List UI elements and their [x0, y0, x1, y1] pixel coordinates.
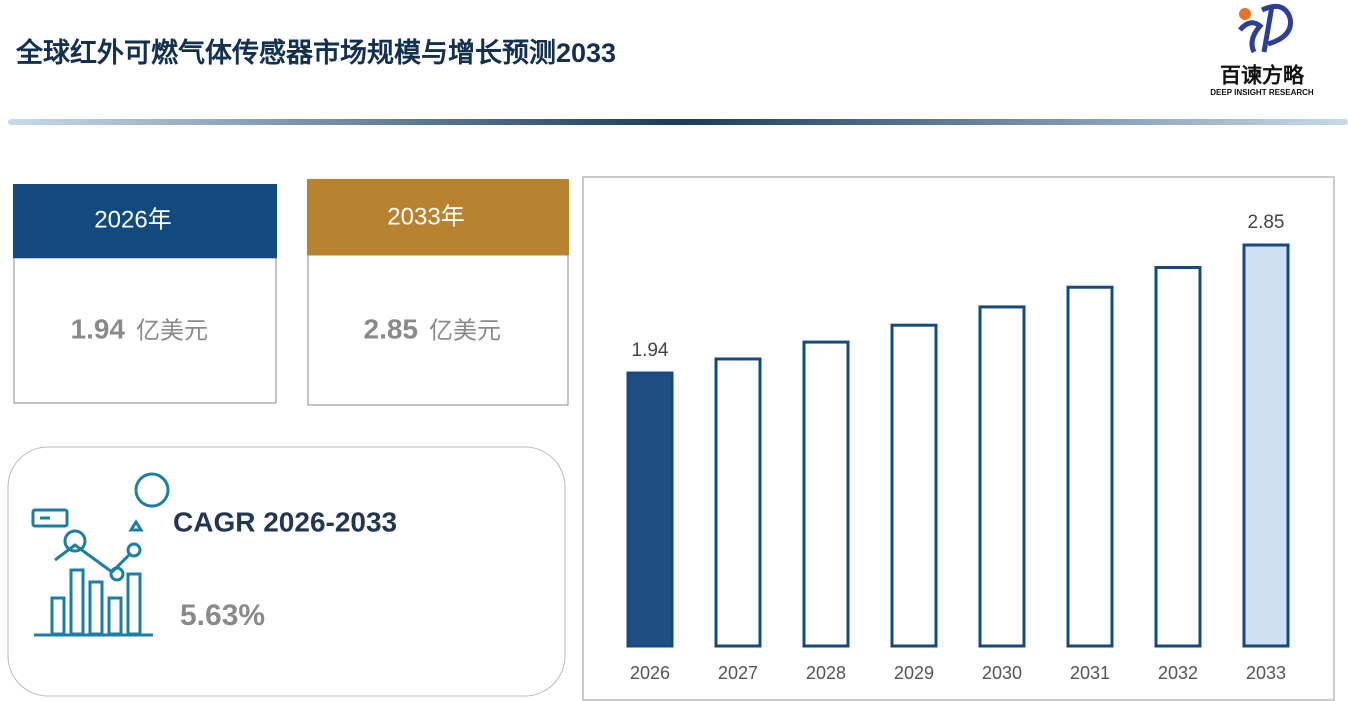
x-tick-label: 2026	[630, 663, 670, 683]
cagr-value: 5.63%	[180, 599, 265, 632]
card-value: 2.85	[364, 313, 419, 344]
card-label: 2026年	[94, 206, 171, 233]
x-tick-label: 2029	[894, 663, 934, 683]
x-tick-label: 2028	[806, 663, 846, 683]
x-tick-label: 2033	[1246, 663, 1286, 683]
cagr-title: CAGR 2026-2033	[173, 506, 397, 537]
logo	[1238, 3, 1294, 54]
logo-tagline: DEEP INSIGHT RESEARCH	[1210, 88, 1314, 97]
x-tick-label: 2032	[1158, 663, 1198, 683]
bar	[626, 371, 674, 648]
bar	[890, 323, 938, 648]
card-unit: 亿美元	[136, 317, 208, 344]
divider	[8, 119, 1348, 125]
logo-name: 百谏方略	[1220, 64, 1305, 88]
value-label: 1.94	[632, 340, 669, 361]
card-value: 1.94	[71, 313, 126, 344]
x-tick-label: 2031	[1070, 663, 1110, 683]
chart-frame	[582, 176, 1335, 701]
bar	[802, 340, 850, 648]
x-tick-label: 2027	[718, 663, 758, 683]
bar	[1066, 285, 1114, 648]
bar	[978, 305, 1026, 648]
x-tick-label: 2030	[982, 663, 1022, 683]
cagr-icon	[31, 472, 170, 637]
cagr-box	[7, 446, 566, 697]
card-header	[13, 184, 277, 258]
card-body	[13, 257, 277, 404]
bar	[1242, 243, 1290, 648]
bar	[1154, 266, 1202, 648]
card-header	[307, 179, 569, 255]
chart: 2026 1.94 2027 2028 2029 2030 2031 2032 2033 2.85	[626, 212, 1290, 683]
bar	[714, 357, 762, 648]
value-label: 2.85	[1248, 212, 1285, 233]
page-title: 全球红外可燃气体传感器市场规模与增长预测2033	[15, 37, 616, 68]
card-label: 2033年	[387, 203, 464, 230]
card-unit: 亿美元	[429, 317, 501, 344]
